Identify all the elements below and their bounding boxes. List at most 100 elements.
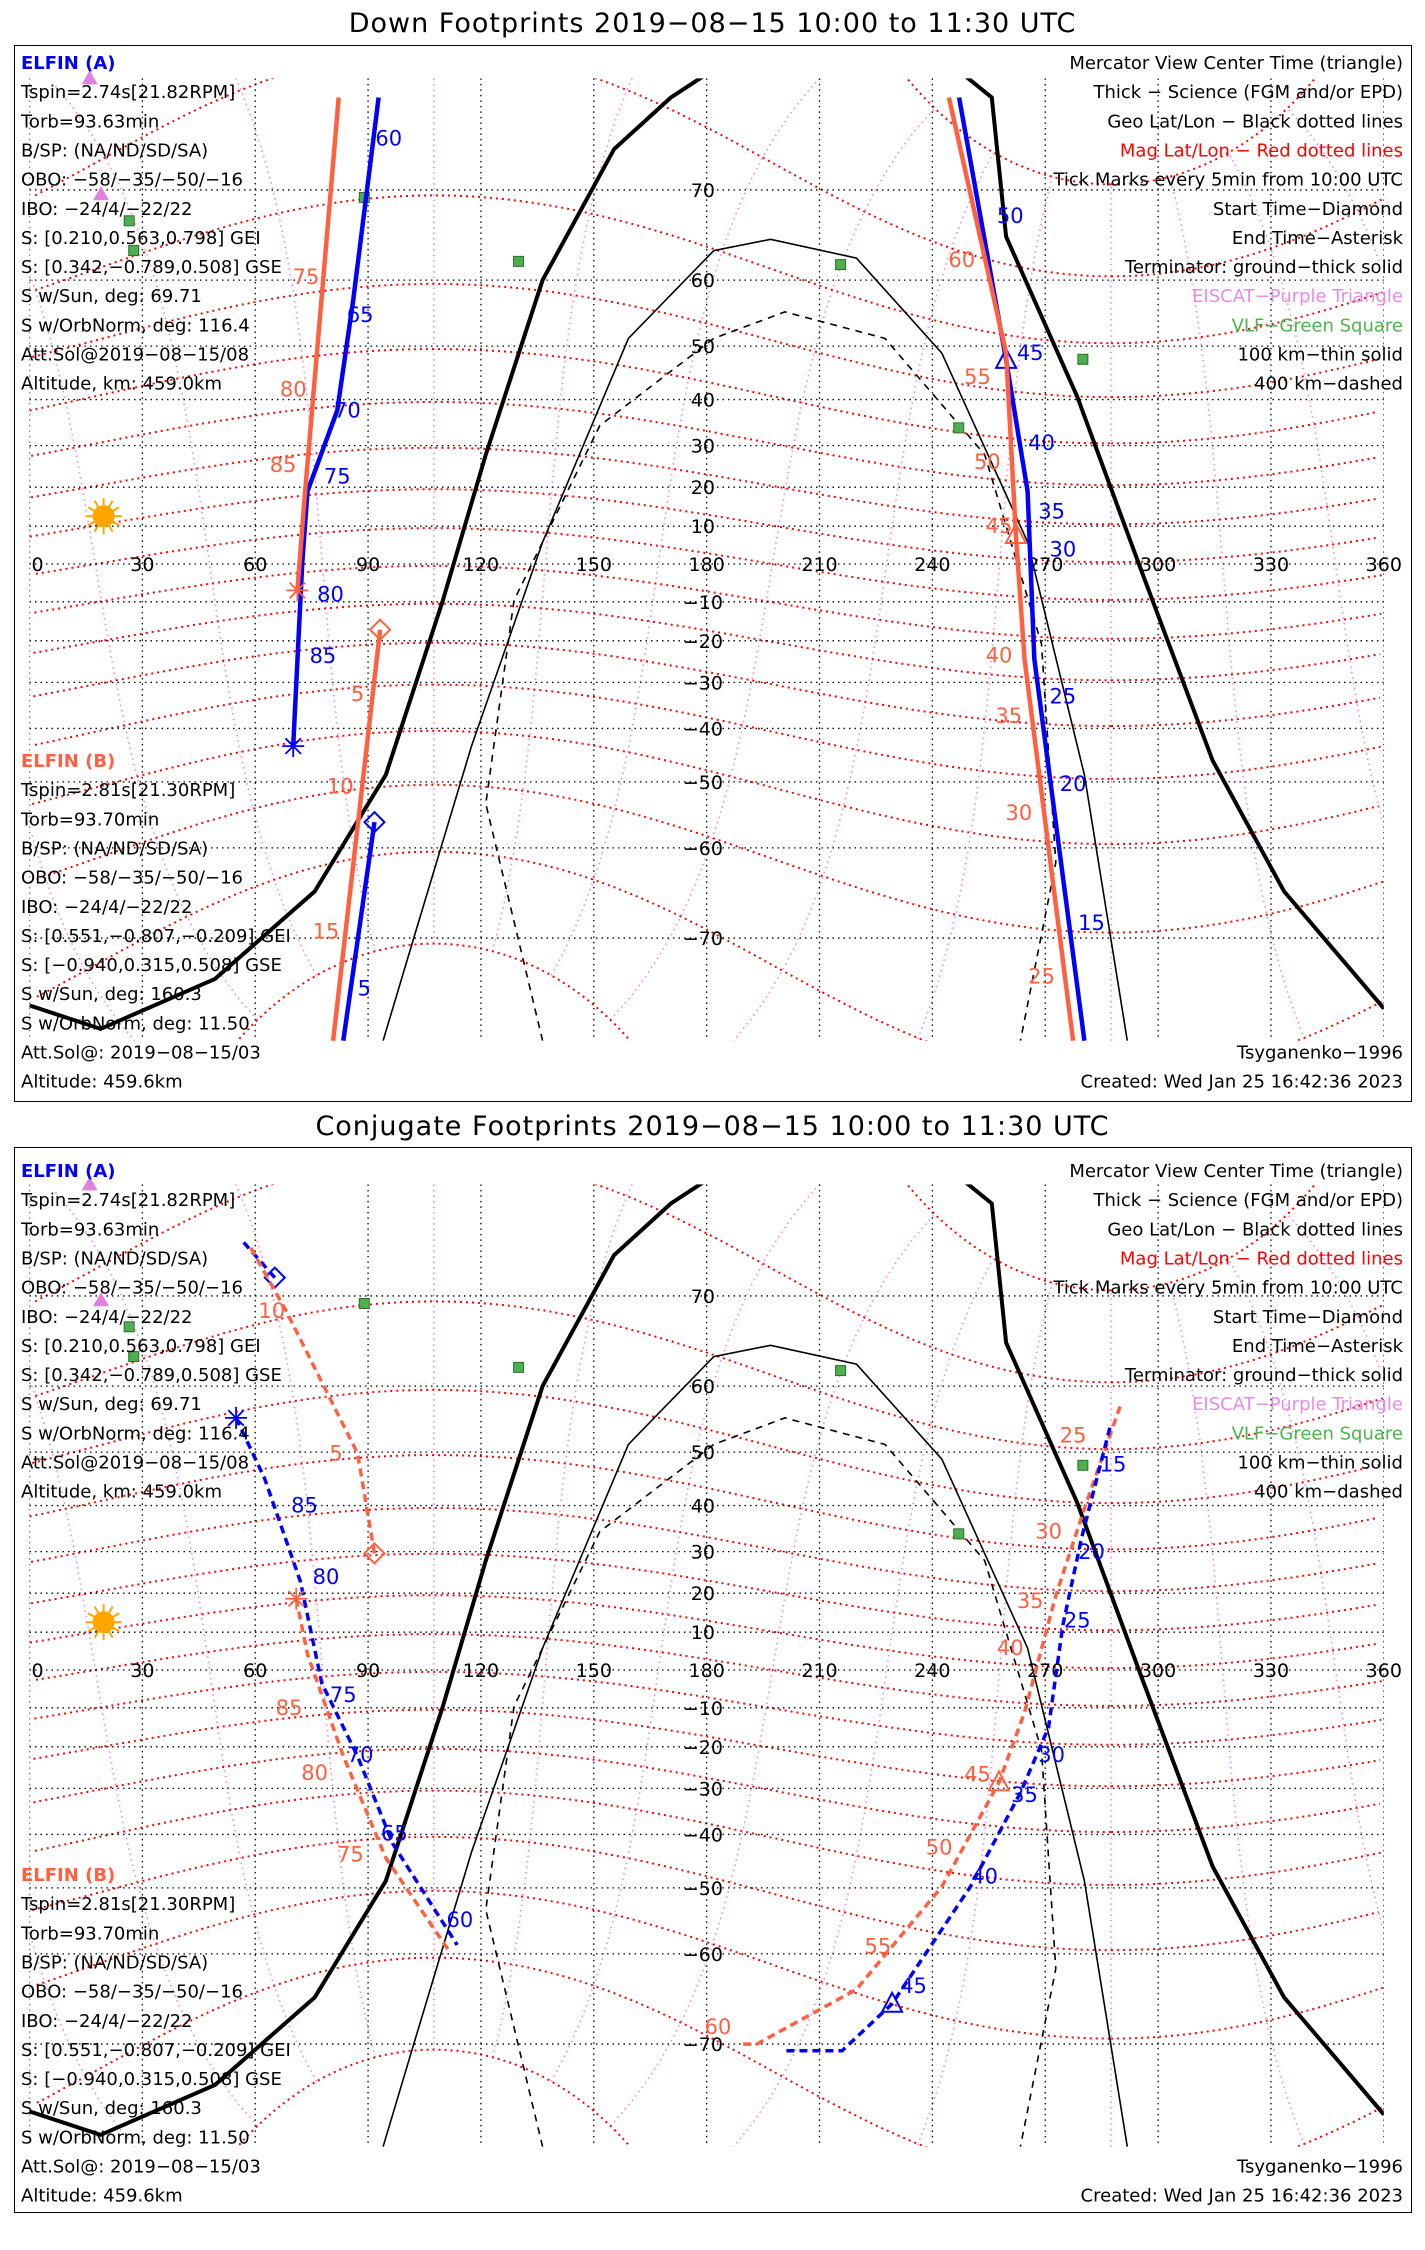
time-tick-label: 15 [1100,1453,1127,1477]
legend-line: Mag Lat/Lon − Red dotted lines [1120,1248,1403,1269]
terminator-ground-line [29,78,1384,1032]
vlf-site-square-icon [513,1361,525,1373]
elfin-b-info-line: S: [0.551,−0.807,−0.209] GEI [21,926,291,947]
model-label: Tsyganenko−1996 [1236,1043,1403,1064]
time-tick-label: 80 [317,583,344,607]
vlf-site-square-icon [513,255,525,267]
mag-longitude-line [1169,176,1307,1041]
mag-latitude-line [34,194,1384,345]
sun-ray [107,1630,114,1639]
time-tick-label: 30 [1006,801,1033,825]
terminator-400km-line [484,311,1057,1041]
time-tick-label: 5 [358,976,371,1000]
longitude-tick-label: 300 [1140,554,1176,576]
end-time-asterisk-icon [285,1587,308,1610]
end-time-asterisk-icon [282,735,305,758]
mag-latitude-line [34,1789,1382,1886]
time-tick-label: 45 [986,514,1013,538]
mag-latitude-line [31,1388,1380,1505]
time-tick-label: 35 [995,704,1022,728]
legend-line: Thick − Science (FGM and/or EPD) [1093,1190,1404,1211]
model-label: Tsyganenko−1996 [1236,2157,1403,2178]
elfin-a-info-line: Tspin=2.74s[21.82RPM] [20,1190,235,1211]
mag-latitude-line [33,602,1381,682]
mag-latitude-line [35,527,1383,601]
mag-latitude-line [31,1835,1379,1952]
sun-ray [87,1626,96,1633]
legend-line: Thick − Science (FGM and/or EPD) [1093,82,1404,103]
eiscat-site-triangle-icon [81,1176,98,1191]
latitude-tick-label: −30 [683,1778,723,1800]
asterisk-stroke [284,737,302,755]
sun-ray [111,520,120,527]
longitude-tick-label: 180 [689,1660,725,1682]
elfin-b-info-line: S: [−0.940,0.315,0.508] GSE [21,2069,282,2090]
start-time-diamond-icon [263,1266,287,1290]
legend-line: 100 km−thin solid [1237,345,1403,366]
legend-line: Mag Lat/Lon − Red dotted lines [1120,140,1403,161]
legend-line: 100 km−thin solid [1237,1453,1403,1474]
latitude-tick-label: −70 [683,2034,723,2056]
elfin-a-label: ELFIN (A) [21,1161,115,1182]
mag-longitude-line [29,107,1381,1021]
latitude-tick-label: 50 [691,1442,715,1464]
created-timestamp: Created: Wed Jan 25 16:42:36 2023 [1081,1072,1403,1093]
longitude-tick-label: 30 [130,554,154,576]
time-tick-label: 65 [347,303,374,327]
elfin-b-label: ELFIN (B) [21,751,115,772]
longitude-tick-label: 90 [356,554,380,576]
time-tick-label: 85 [276,1696,303,1720]
legend-line: VLF−Green Square [1232,1423,1403,1444]
mag-latitude-line [35,1633,1383,1707]
mag-latitude-line [30,401,1379,487]
vlf-site-square-icon [358,1298,370,1310]
panel-title-conjugate-footprints: Conjugate Footprints 2019−08−15 10:00 to… [315,1111,1110,1142]
longitude-tick-label: 360 [1366,554,1402,576]
terminator-100km-line [382,1344,1129,2147]
elfin-b-footprint-track [739,1405,1122,2046]
time-tick-label: 40 [997,1636,1024,1660]
legend-line: 400 km−dashed [1254,1482,1403,1503]
longitude-tick-label: 120 [463,1660,499,1682]
time-tick-label: 40 [1028,431,1055,455]
time-tick-label: 80 [280,378,307,402]
longitude-tick-label: 0 [31,1660,43,1682]
elfin-a-footprint-track [239,1237,277,1279]
time-tick-label: 45 [1017,341,1044,365]
time-tick-label: 20 [1078,1540,1105,1564]
time-tick-label: 50 [997,204,1024,228]
time-tick-label: 50 [974,450,1001,474]
latitude-tick-label: −70 [683,928,723,950]
vlf-site-square-icon [128,1351,140,1363]
latitude-tick-label: −30 [683,672,723,694]
vlf-site-square-icon [835,1365,847,1377]
vlf-site-square-icon [1077,353,1089,365]
elfin-b-info-line: S w/Sun, deg: 160.3 [21,2098,202,2119]
longitude-tick-label: 90 [356,1660,380,1682]
sun-icon [85,498,122,535]
longitude-tick-label: 240 [914,554,950,576]
longitude-tick-label: 150 [576,554,612,576]
end-time-asterisk-icon [225,1406,248,1429]
elfin-a-info-line: S: [0.342,−0.789,0.508] GSE [21,257,282,278]
time-tick-label: 85 [291,1494,318,1518]
latitude-tick-label: 10 [691,1622,715,1644]
latitude-tick-label: 50 [691,336,715,358]
legend-line: Terminator: ground−thick solid [1124,257,1403,278]
latitude-tick-label: −60 [683,838,723,860]
time-tick-label: 60 [447,1908,474,1932]
elfin-b-info-line: B/SP: (NA/ND/SD/SA) [21,838,208,859]
longitude-tick-label: 30 [130,1660,154,1682]
start-time-diamond-icon [363,1541,386,1565]
time-tick-label: 60 [375,126,402,150]
sun-ray [93,524,100,533]
time-tick-label: 65 [381,1821,408,1845]
elfin-a-info-line: Altitude, km: 459.0km [21,1482,222,1503]
vlf-site-square-icon [128,245,140,257]
elfin-a-footprint-track [234,1417,459,1946]
latitude-tick-label: 10 [691,516,715,538]
mag-latitude-line [29,488,1378,564]
start-time-diamond-icon [368,618,392,642]
elfin-b-info-line: OBO: −58/−35/−50/−16 [21,868,243,889]
mag-latitude-line [31,282,1380,399]
